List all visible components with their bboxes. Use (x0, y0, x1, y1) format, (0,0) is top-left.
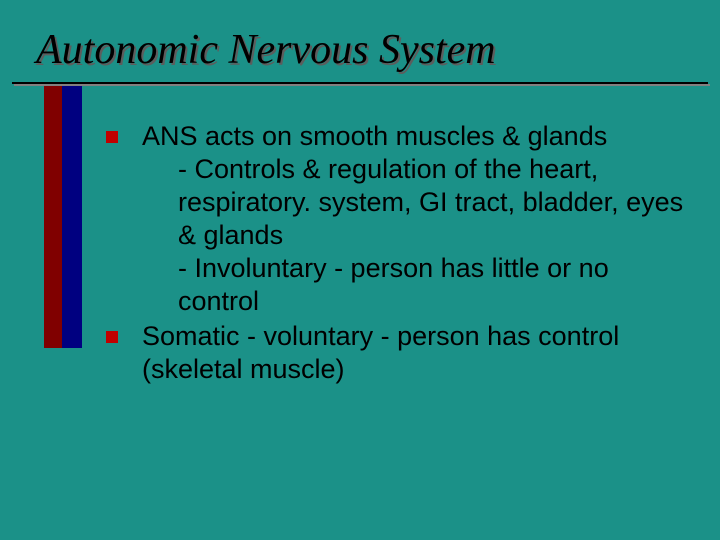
title-main: Autonomic Nervous System (36, 27, 496, 73)
slide: Autonomic Nervous System Autonomic Nervo… (0, 0, 720, 540)
horizontal-rule (12, 82, 708, 84)
bullet-text: ANS acts on smooth muscles & glands (142, 121, 607, 151)
accent-bar-inner (62, 86, 82, 348)
bullet-square-icon (106, 331, 118, 343)
list-item: ANS acts on smooth muscles & glands - Co… (106, 120, 686, 318)
slide-title: Autonomic Nervous System Autonomic Nervo… (36, 28, 676, 72)
bullet-subtext: - Controls & regulation of the heart, re… (142, 153, 686, 252)
content-area: ANS acts on smooth muscles & glands - Co… (106, 120, 686, 388)
title-block: Autonomic Nervous System Autonomic Nervo… (36, 28, 676, 72)
bullet-subtext: - Involuntary - person has little or no … (142, 252, 686, 318)
bullet-text: Somatic - voluntary - person has control… (142, 321, 619, 384)
rule-shadow (14, 84, 710, 86)
bullet-square-icon (106, 131, 118, 143)
list-item: Somatic - voluntary - person has control… (106, 320, 686, 386)
